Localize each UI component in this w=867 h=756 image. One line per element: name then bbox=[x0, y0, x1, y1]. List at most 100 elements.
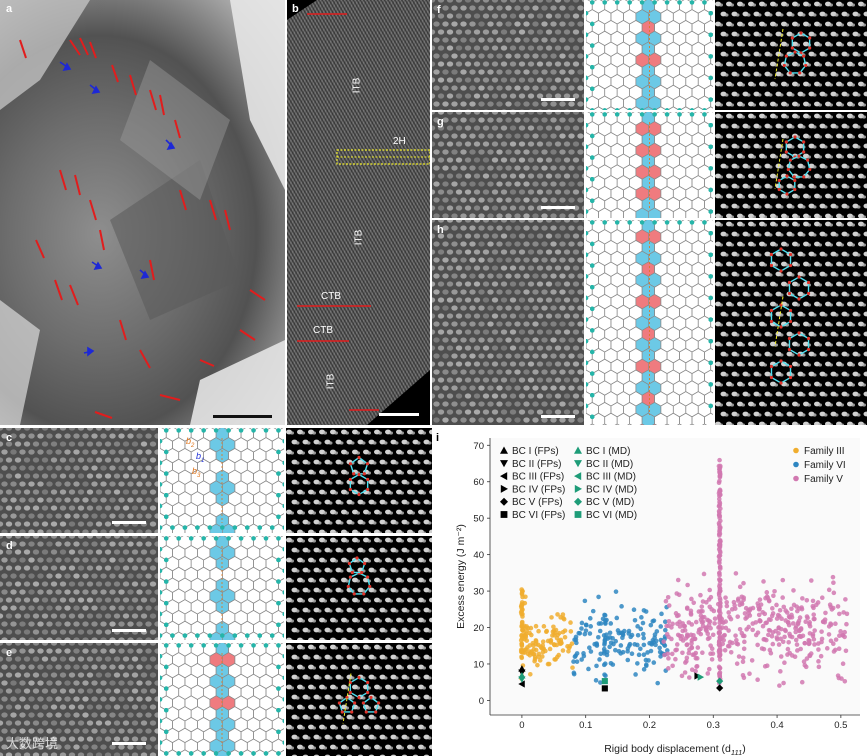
legend-label: BC I (MD) bbox=[586, 446, 630, 457]
data-point bbox=[764, 620, 769, 625]
legend-family-label: Family VI bbox=[804, 460, 846, 471]
data-point bbox=[596, 621, 602, 626]
tem-lattice-texture bbox=[0, 428, 158, 533]
panel-b-ctb2-label: CTB bbox=[313, 325, 333, 336]
data-point bbox=[727, 639, 733, 645]
legend-family-dot bbox=[793, 447, 799, 454]
data-point bbox=[802, 662, 808, 668]
data-point bbox=[519, 654, 524, 660]
data-point bbox=[816, 664, 822, 670]
data-point bbox=[800, 633, 806, 639]
data-point bbox=[666, 618, 672, 624]
legend-marker bbox=[500, 460, 508, 468]
tem-lattice-texture bbox=[0, 643, 158, 756]
data-point bbox=[768, 617, 773, 623]
data-point bbox=[836, 646, 842, 652]
data-point bbox=[707, 666, 712, 672]
data-point bbox=[838, 629, 843, 634]
data-point bbox=[533, 623, 539, 629]
data-point bbox=[659, 611, 664, 617]
y-tick-label: 30 bbox=[473, 587, 484, 598]
simulated-image bbox=[715, 113, 867, 218]
data-point bbox=[610, 635, 615, 641]
data-point bbox=[532, 656, 538, 662]
data-point bbox=[800, 596, 805, 601]
data-point bbox=[739, 630, 745, 636]
data-point bbox=[613, 589, 619, 594]
data-point bbox=[835, 604, 841, 609]
data-point bbox=[663, 598, 669, 604]
data-point bbox=[840, 661, 846, 667]
special-point-marker bbox=[697, 673, 705, 681]
data-point bbox=[675, 577, 681, 583]
data-point bbox=[663, 627, 668, 633]
data-point bbox=[601, 633, 607, 638]
tem-lattice-texture bbox=[0, 536, 158, 640]
legend-label: BC II (MD) bbox=[586, 459, 633, 470]
data-point bbox=[618, 643, 624, 648]
data-point bbox=[793, 637, 799, 643]
panel-b-2h-label: 2H bbox=[393, 136, 406, 147]
data-point bbox=[774, 616, 780, 621]
data-point bbox=[733, 571, 739, 576]
data-point bbox=[619, 604, 624, 609]
data-point bbox=[793, 626, 798, 631]
data-point bbox=[550, 629, 556, 634]
data-point bbox=[782, 660, 787, 666]
panel-g-scale-bar bbox=[541, 206, 575, 209]
data-point bbox=[812, 628, 817, 633]
data-point bbox=[677, 624, 683, 629]
hex-network bbox=[586, 112, 713, 218]
data-point bbox=[641, 642, 647, 648]
data-point bbox=[718, 600, 723, 606]
panel-b-ctb1-label: CTB bbox=[321, 291, 341, 302]
data-point bbox=[519, 633, 524, 639]
panel-b-itb3-label: ITB bbox=[325, 373, 337, 390]
data-point bbox=[779, 616, 784, 621]
data-point bbox=[716, 664, 722, 670]
data-point bbox=[755, 677, 760, 682]
data-point bbox=[633, 672, 638, 677]
data-point bbox=[645, 650, 650, 655]
data-point bbox=[661, 639, 667, 644]
data-point bbox=[596, 634, 601, 640]
data-point bbox=[819, 636, 825, 642]
data-point bbox=[587, 645, 592, 651]
data-point bbox=[688, 611, 694, 616]
data-point bbox=[802, 640, 808, 646]
data-point bbox=[780, 595, 785, 600]
data-point bbox=[792, 654, 798, 660]
watermark-logo: 大数跨境 bbox=[6, 737, 59, 752]
panel-i-chart: i 0 0.1 0.2 0.3 0.4 0.5 0 10 20 30 40 50 60 70 Rigid b… bbox=[434, 428, 867, 756]
y-tick-label: 0 bbox=[479, 696, 484, 707]
data-point bbox=[810, 603, 816, 609]
data-point bbox=[826, 587, 832, 593]
data-point bbox=[712, 616, 718, 621]
data-point bbox=[689, 645, 694, 650]
data-point bbox=[723, 619, 728, 624]
panel-f-tem bbox=[432, 0, 584, 110]
data-point bbox=[736, 654, 742, 659]
data-point bbox=[554, 635, 560, 641]
simulated-image bbox=[286, 537, 432, 640]
data-point bbox=[776, 625, 781, 631]
data-point bbox=[579, 626, 584, 631]
data-point bbox=[762, 664, 768, 669]
data-point bbox=[774, 602, 779, 608]
data-point bbox=[658, 654, 663, 659]
data-point bbox=[587, 631, 593, 636]
legend-marker bbox=[574, 472, 582, 481]
data-point bbox=[796, 606, 802, 611]
legend-label: BC IV (MD) bbox=[586, 484, 637, 495]
data-point bbox=[560, 612, 566, 617]
data-point bbox=[718, 492, 723, 498]
data-point bbox=[812, 642, 817, 647]
data-point bbox=[620, 649, 626, 655]
panel-c-schematic bbox=[160, 428, 284, 533]
data-point bbox=[581, 653, 587, 659]
data-point bbox=[810, 631, 816, 637]
data-point bbox=[655, 680, 660, 686]
data-point bbox=[748, 606, 753, 612]
data-point bbox=[649, 641, 655, 646]
data-point bbox=[770, 611, 776, 616]
